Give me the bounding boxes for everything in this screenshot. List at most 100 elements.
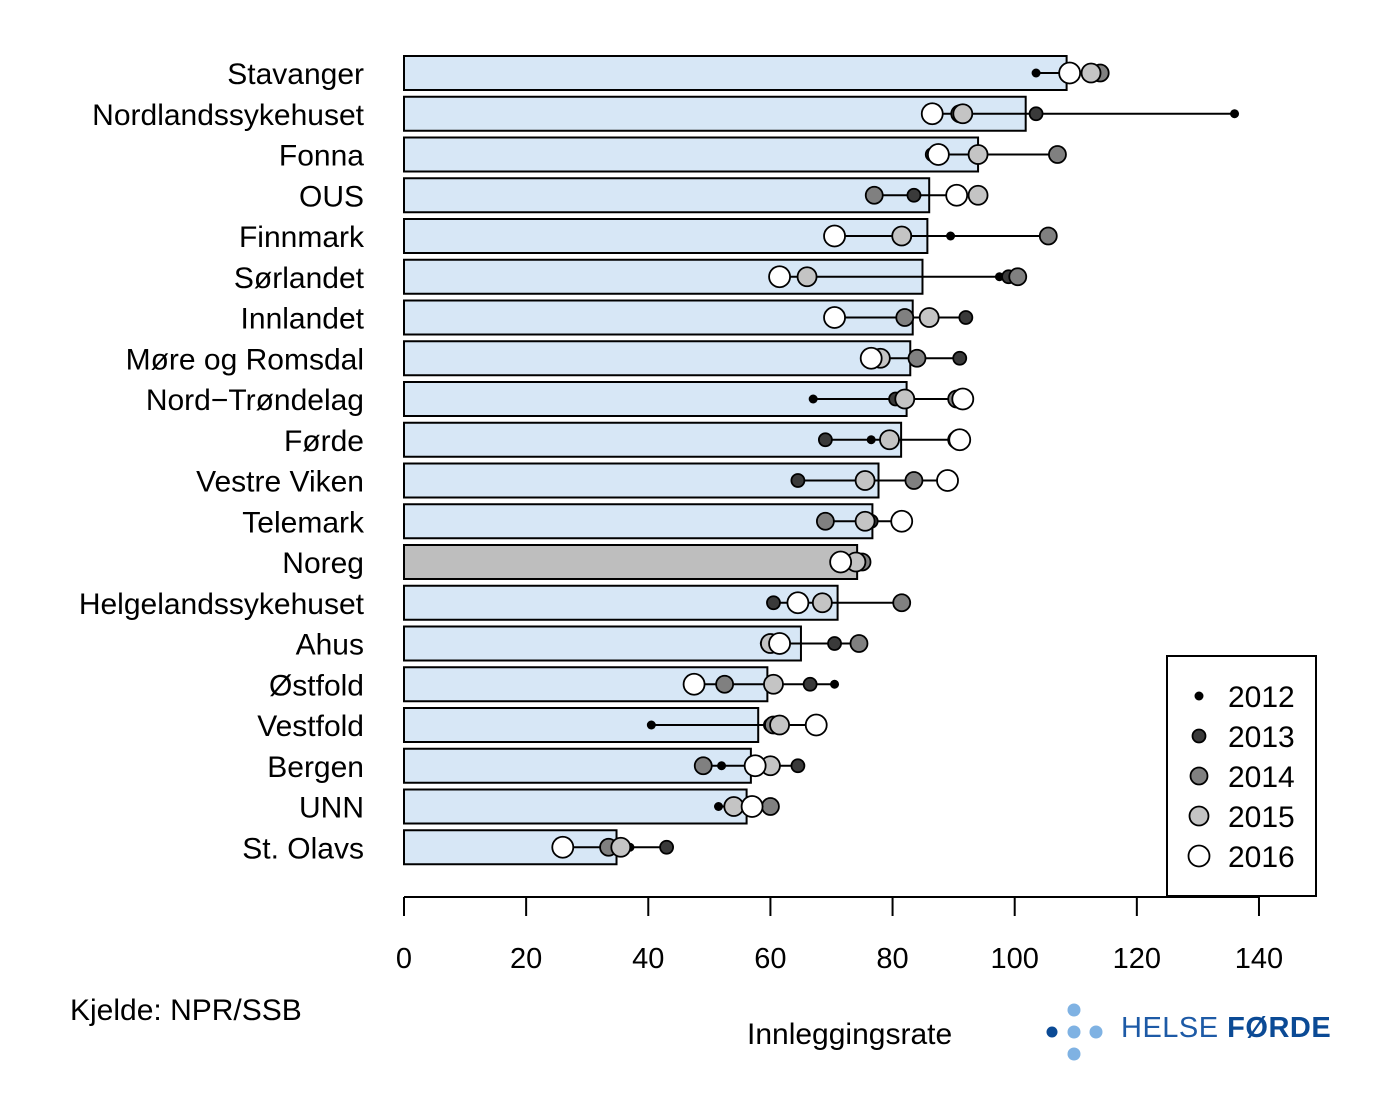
logo-word-forde: FØRDE <box>1227 1012 1332 1044</box>
point-2016 <box>951 387 975 411</box>
category-label: Vestre Viken <box>196 466 364 499</box>
point-2013 <box>827 636 842 651</box>
x-tick-label: 20 <box>510 943 542 975</box>
point-2015 <box>811 592 833 614</box>
point-2016 <box>740 795 764 818</box>
category-label: OUS <box>299 180 364 213</box>
category-label: Vestfold <box>257 710 364 743</box>
point-2016 <box>859 346 883 370</box>
point-2016 <box>936 469 959 492</box>
point-2012 <box>946 231 956 241</box>
point-2014 <box>815 511 835 531</box>
point-2013 <box>790 758 806 774</box>
point-2014 <box>892 593 912 613</box>
point-2016 <box>743 754 767 778</box>
category-label: Fonna <box>279 140 364 173</box>
legend-marker-2015 <box>1188 805 1210 827</box>
legend-label-2015: 2015 <box>1228 801 1295 834</box>
point-2012 <box>808 394 818 404</box>
bar-stavanger <box>403 55 1068 91</box>
legend-label-2014: 2014 <box>1228 761 1295 794</box>
point-2013 <box>1028 106 1044 122</box>
category-label: Østfold <box>269 669 364 702</box>
x-tick-label: 120 <box>1113 943 1161 975</box>
point-2015 <box>879 429 900 451</box>
point-2015 <box>1080 62 1102 84</box>
logo-text: HELSE FØRDE <box>1121 1012 1331 1045</box>
category-label: Stavanger <box>227 58 364 91</box>
bar-ahus <box>403 625 802 662</box>
point-2014 <box>715 674 735 694</box>
legend-label-2013: 2013 <box>1228 721 1295 754</box>
point-2014 <box>693 756 713 776</box>
point-2016 <box>768 632 791 655</box>
logo-word-helse: HELSE <box>1121 1012 1219 1044</box>
bar-vestfold <box>403 707 760 743</box>
point-2013 <box>906 187 922 203</box>
point-2013 <box>952 350 968 366</box>
x-tick-label: 40 <box>632 943 664 975</box>
legend-marker-2014 <box>1189 766 1209 786</box>
point-2016 <box>1058 61 1082 85</box>
bar-ous <box>403 177 931 214</box>
point-2016 <box>768 265 791 289</box>
point-2016 <box>920 102 944 126</box>
x-tick-label: 0 <box>396 943 412 975</box>
point-2012 <box>714 802 724 811</box>
point-2013 <box>802 676 818 692</box>
point-2014 <box>1048 145 1067 164</box>
point-2012 <box>1230 109 1240 119</box>
helse-forde-logo: HELSE FØRDE <box>1043 1000 1343 1064</box>
x-tick-label: 80 <box>876 943 908 975</box>
point-2014 <box>849 634 869 653</box>
category-label: St. Olavs <box>242 832 364 865</box>
bar-noreg <box>403 544 859 580</box>
bar-m-re-og-romsdal <box>403 340 912 377</box>
category-label: Førde <box>284 425 364 458</box>
category-label: Nord−Trøndelag <box>146 384 364 417</box>
point-2016 <box>948 428 972 452</box>
point-2015 <box>763 673 784 695</box>
legend-marker-2012 <box>1194 691 1204 701</box>
category-label: Noreg <box>282 547 364 580</box>
point-2013 <box>817 432 833 448</box>
legend-marker-2016 <box>1187 844 1211 868</box>
bar-helgelandssykehuset <box>403 584 839 621</box>
source-note: Kjelde: NPR/SSB <box>70 994 302 1027</box>
category-label: Ahus <box>296 629 364 662</box>
point-2016 <box>823 306 846 329</box>
point-2015 <box>854 510 876 532</box>
x-tick-label: 100 <box>991 943 1039 975</box>
legend-label-2012: 2012 <box>1228 681 1295 714</box>
legend-label-2016: 2016 <box>1228 841 1295 874</box>
category-label: UNN <box>299 792 364 825</box>
point-2013 <box>790 473 806 488</box>
x-tick-label: 140 <box>1235 943 1283 975</box>
point-2015 <box>610 836 632 858</box>
point-2015 <box>967 184 989 206</box>
point-2013 <box>958 310 974 325</box>
point-2015 <box>967 144 989 165</box>
point-2015 <box>891 225 913 247</box>
point-2016 <box>682 672 706 696</box>
x-tick-label: 60 <box>754 943 786 975</box>
point-2016 <box>829 550 853 574</box>
x-axis-title: Innleggingsrate <box>747 1018 953 1051</box>
point-2012 <box>830 679 840 689</box>
category-label: Møre og Romsdal <box>126 343 364 376</box>
point-2014 <box>864 185 884 205</box>
legend: 2012 2013 2014 2015 2016 <box>1166 655 1317 897</box>
bar-unn <box>403 788 748 825</box>
bar-telemark <box>403 503 874 540</box>
point-2013 <box>659 839 675 855</box>
point-2012 <box>866 435 876 445</box>
legend-marker-2013 <box>1191 728 1207 744</box>
category-label: Telemark <box>242 506 365 539</box>
bars-layer <box>403 55 1068 866</box>
x-axis: 0 20 40 60 80 100 120 140 <box>396 896 1283 975</box>
point-2016 <box>890 509 914 533</box>
category-label: Bergen <box>267 751 364 784</box>
point-2015 <box>894 388 916 410</box>
point-2015 <box>854 470 876 491</box>
